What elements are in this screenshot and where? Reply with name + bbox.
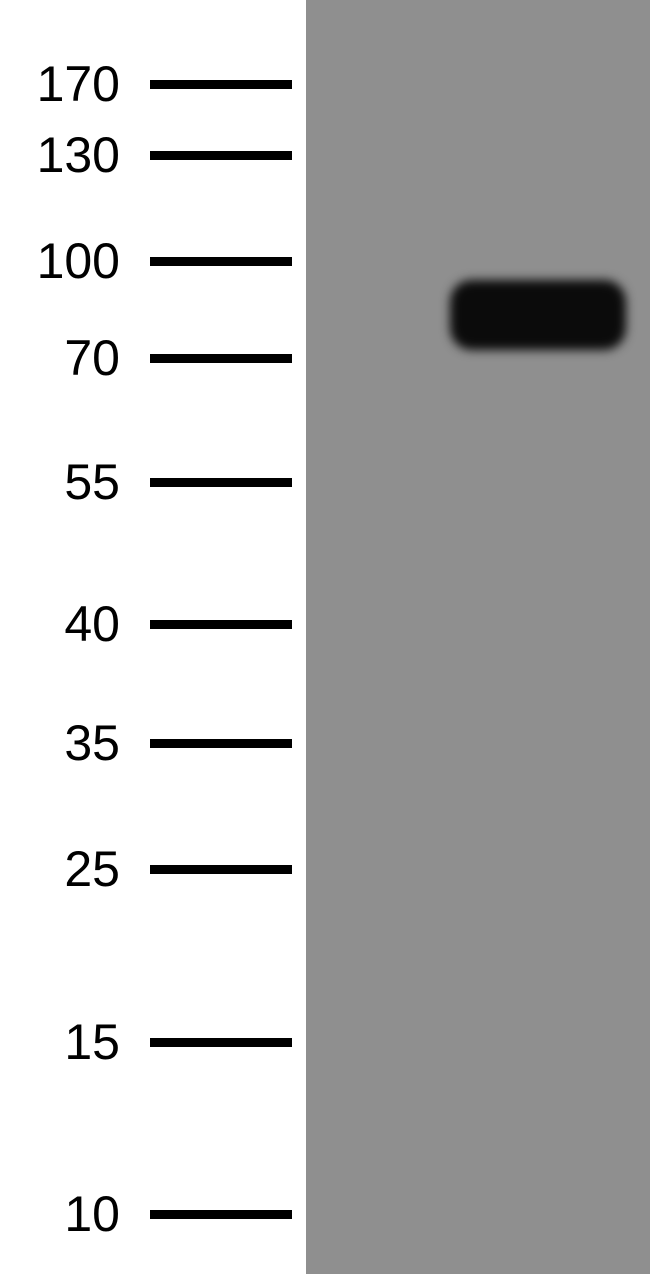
ladder-marker-tick bbox=[150, 620, 292, 629]
ladder-marker-label: 40 bbox=[0, 599, 120, 649]
ladder-marker-label: 35 bbox=[0, 718, 120, 768]
ladder-marker-tick bbox=[150, 80, 292, 89]
ladder-marker: 40 bbox=[0, 599, 300, 649]
ladder-marker-tick bbox=[150, 1038, 292, 1047]
ladder-marker-tick bbox=[150, 354, 292, 363]
ladder-marker-label: 10 bbox=[0, 1189, 120, 1239]
ladder-marker-tick bbox=[150, 739, 292, 748]
ladder-marker-label: 55 bbox=[0, 457, 120, 507]
ladder-marker-tick bbox=[150, 478, 292, 487]
ladder-marker-label: 170 bbox=[0, 59, 120, 109]
ladder-marker-tick bbox=[150, 151, 292, 160]
blot-band bbox=[450, 280, 626, 350]
ladder-marker-label: 100 bbox=[0, 236, 120, 286]
ladder-marker: 100 bbox=[0, 236, 300, 286]
ladder-marker-tick bbox=[150, 1210, 292, 1219]
ladder-marker: 10 bbox=[0, 1189, 300, 1239]
ladder-marker-label: 25 bbox=[0, 844, 120, 894]
western-blot-figure: 170 130 100 70 55 40 35 25 15 10 bbox=[0, 0, 650, 1274]
ladder-marker-tick bbox=[150, 865, 292, 874]
ladder-marker: 25 bbox=[0, 844, 300, 894]
ladder-marker: 130 bbox=[0, 130, 300, 180]
ladder-marker: 70 bbox=[0, 333, 300, 383]
ladder-marker-label: 70 bbox=[0, 333, 120, 383]
blot-membrane bbox=[306, 0, 650, 1274]
ladder-marker: 55 bbox=[0, 457, 300, 507]
ladder-marker-tick bbox=[150, 257, 292, 266]
ladder-marker: 35 bbox=[0, 718, 300, 768]
molecular-weight-ladder: 170 130 100 70 55 40 35 25 15 10 bbox=[0, 0, 300, 1274]
ladder-marker: 15 bbox=[0, 1017, 300, 1067]
ladder-marker-label: 130 bbox=[0, 130, 120, 180]
ladder-marker-label: 15 bbox=[0, 1017, 120, 1067]
ladder-marker: 170 bbox=[0, 59, 300, 109]
